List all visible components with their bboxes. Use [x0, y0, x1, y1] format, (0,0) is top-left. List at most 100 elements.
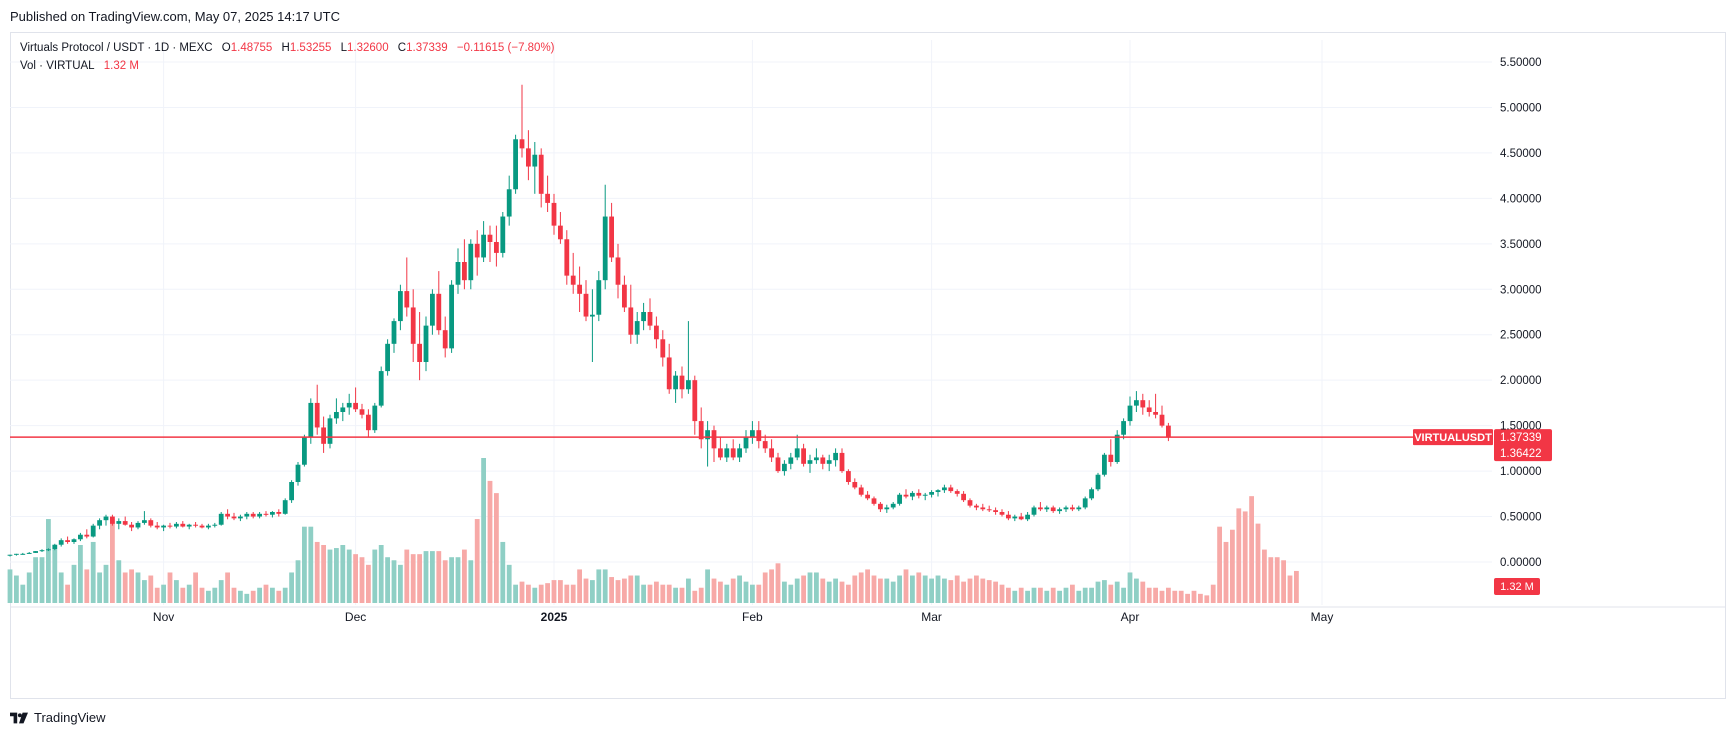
candle	[756, 421, 762, 449]
volume-bar	[922, 575, 928, 603]
candle-body	[1038, 507, 1043, 510]
candle	[577, 266, 582, 312]
candle-body	[929, 492, 934, 495]
candle-body	[666, 357, 672, 390]
volume-bar	[58, 572, 64, 603]
price-tick-label: 3.00000	[1500, 284, 1542, 296]
volume-bar	[1294, 570, 1299, 603]
candle	[46, 548, 51, 552]
candle-body	[526, 148, 531, 167]
candle-body	[180, 523, 186, 527]
volume-bar	[807, 572, 813, 603]
volume-label[interactable]: Vol · VIRTUAL	[20, 60, 95, 72]
candle	[430, 289, 435, 335]
candle	[1070, 504, 1075, 512]
candle-body	[1140, 400, 1146, 408]
candle	[814, 448, 819, 464]
candle	[993, 507, 998, 515]
candle	[878, 502, 883, 512]
candle-body	[33, 551, 38, 553]
candle-body	[1057, 509, 1062, 512]
open-value: 1.48755	[230, 42, 273, 54]
candle-body	[110, 516, 115, 524]
candle-body	[385, 343, 390, 372]
candle	[404, 257, 410, 317]
candle-body	[775, 457, 781, 472]
symbol-name[interactable]: Virtuals Protocol / USDT · 1D · MEXC	[20, 42, 213, 54]
candle-body	[103, 516, 109, 521]
candle-body	[916, 492, 922, 496]
published-note: Published on TradingView.com, May 07, 20…	[10, 9, 341, 24]
volume-bar	[526, 584, 531, 603]
candle	[161, 524, 166, 532]
volume-bar	[1121, 587, 1126, 603]
candle-body	[346, 402, 352, 408]
candle	[558, 212, 563, 244]
volume-bar	[46, 519, 51, 603]
volume-bar	[1140, 581, 1146, 603]
candle	[263, 511, 269, 517]
candle-body	[1127, 405, 1133, 422]
candle-body	[634, 321, 640, 335]
candle	[1082, 496, 1088, 510]
volume-bar	[1044, 590, 1050, 603]
legend-volume-row: Vol · VIRTUAL 1.32 M	[20, 57, 555, 75]
candle	[449, 280, 454, 353]
candle-body	[167, 525, 173, 527]
tradingview-logo-icon	[10, 712, 28, 723]
candle	[154, 522, 160, 530]
candle-body	[142, 520, 147, 523]
candle-body	[1006, 514, 1011, 519]
candle	[1166, 422, 1171, 442]
candle	[193, 522, 198, 528]
candle-body	[967, 500, 973, 506]
candle-body	[961, 493, 966, 501]
candle-body	[577, 284, 582, 294]
candle	[686, 321, 691, 394]
volume-bar	[282, 587, 288, 603]
legend-ohlc-row: Virtuals Protocol / USDT · 1D · MEXC O1.…	[20, 39, 555, 57]
candle	[129, 522, 134, 532]
footer-brand[interactable]: TradingView	[10, 710, 106, 725]
candle-body	[442, 330, 448, 349]
candle-body	[852, 482, 858, 488]
volume-bar	[122, 572, 128, 603]
candle-body	[641, 312, 646, 322]
volume-bar	[500, 541, 506, 603]
volume-bar	[116, 560, 122, 603]
candle	[724, 443, 730, 462]
volume-bar	[359, 557, 365, 603]
candle-body	[97, 520, 102, 526]
candle	[174, 522, 179, 529]
candle-body	[730, 448, 736, 458]
candle-body	[250, 513, 256, 517]
candle-body	[506, 189, 512, 217]
volume-bar	[1262, 549, 1267, 603]
candle	[718, 436, 723, 461]
candle-body	[174, 523, 179, 527]
candle	[116, 518, 122, 530]
candle-body	[986, 509, 992, 511]
chart-frame[interactable]	[10, 32, 1726, 699]
candle-body	[193, 524, 198, 526]
volume-bar	[78, 545, 83, 603]
volume-bar	[1217, 526, 1222, 603]
candle-body	[698, 421, 704, 440]
candle	[65, 536, 70, 544]
volume-bar	[782, 581, 787, 603]
candle	[334, 398, 339, 424]
volume-bar	[385, 557, 390, 603]
volume-bar	[244, 593, 250, 603]
volume-bar	[711, 578, 717, 603]
candle-body	[743, 436, 749, 449]
candle	[346, 393, 352, 415]
candle-body	[807, 460, 813, 464]
volume-bar	[673, 587, 678, 603]
candle-body	[558, 225, 563, 240]
candle-body	[1070, 507, 1075, 510]
candle	[135, 521, 141, 530]
candle-body	[135, 522, 141, 528]
candle-body	[756, 430, 762, 442]
volume-bar	[378, 545, 384, 603]
